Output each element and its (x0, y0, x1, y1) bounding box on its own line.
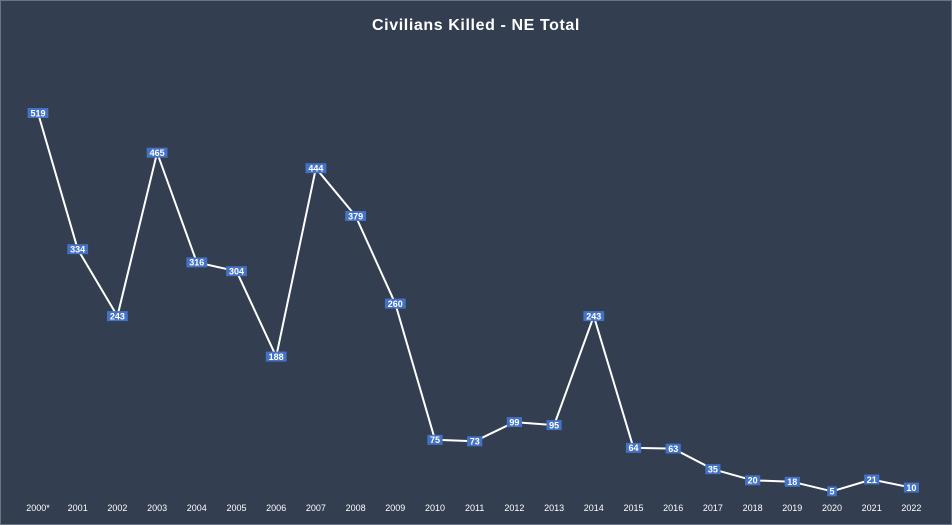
data-label: 379 (345, 211, 366, 221)
data-label-box (546, 420, 562, 431)
data-label: 20 (745, 475, 761, 486)
data-label-value: 64 (628, 443, 638, 453)
x-tick-label: 2021 (862, 503, 882, 513)
data-label-box (107, 311, 128, 322)
data-label-value: 379 (348, 211, 363, 221)
data-label: 21 (864, 474, 880, 485)
data-label: 243 (583, 311, 605, 322)
data-label-value: 35 (708, 465, 718, 475)
data-label-box (583, 311, 605, 322)
data-label-value: 95 (549, 420, 559, 430)
x-tick-label: 2008 (346, 503, 366, 513)
data-label-box (345, 211, 366, 221)
data-label-box (864, 474, 880, 485)
x-tick-label: 2015 (623, 503, 643, 513)
data-label: 63 (665, 443, 681, 454)
data-label: 75 (427, 434, 443, 445)
x-tick-label: 2018 (743, 503, 763, 513)
x-tick-label: 2016 (663, 503, 683, 513)
data-label-value: 243 (586, 311, 601, 321)
x-tick-label: 2017 (703, 503, 723, 513)
data-label: 10 (903, 482, 919, 493)
data-label-box (665, 443, 681, 454)
data-label-value: 444 (308, 164, 323, 174)
data-label: 304 (226, 266, 247, 277)
x-tick-label: 2007 (306, 503, 326, 513)
data-label: 243 (107, 311, 128, 321)
data-label: 260 (384, 298, 406, 309)
data-label-box (305, 163, 327, 174)
data-label-box (705, 464, 721, 475)
data-label-box (226, 266, 247, 277)
data-label-value: 260 (388, 299, 403, 309)
data-label-box (427, 434, 443, 445)
data-label-value: 334 (70, 245, 85, 255)
x-tick-label: 2009 (385, 503, 405, 513)
data-label-value: 63 (668, 444, 678, 454)
data-label-value: 73 (470, 437, 480, 447)
data-label-value: 75 (430, 435, 440, 445)
data-label-value: 18 (787, 477, 797, 487)
data-label: 64 (625, 442, 642, 453)
data-label-value: 5 (829, 487, 834, 497)
data-label-value: 243 (110, 311, 125, 321)
data-label: 5 (827, 486, 837, 497)
data-label-box (827, 486, 837, 497)
x-tick-label: 2000* (26, 503, 50, 513)
data-label: 73 (467, 436, 483, 447)
x-tick-label: 2002 (107, 503, 127, 513)
data-label-value: 519 (30, 108, 45, 118)
x-tick-label: 2004 (187, 503, 207, 513)
data-label: 99 (506, 417, 522, 428)
x-tick-label: 2003 (147, 503, 167, 513)
data-label-value: 316 (189, 258, 204, 268)
chart-title: Civilians Killed - NE Total (372, 17, 580, 34)
data-label-value: 188 (269, 352, 284, 362)
data-label-box (625, 442, 642, 453)
x-tick-label: 2013 (544, 503, 564, 513)
x-tick-label: 2005 (226, 503, 246, 513)
data-label: 18 (784, 476, 800, 487)
data-label: 188 (265, 351, 287, 362)
data-label-box (784, 476, 800, 487)
x-tick-label: 2020 (822, 503, 842, 513)
data-label-box (384, 298, 406, 309)
series-line (37, 112, 912, 493)
data-label-box (265, 351, 287, 362)
data-label-box (146, 147, 168, 158)
data-label: 444 (305, 163, 327, 174)
data-label: 316 (186, 257, 208, 268)
data-label-box (186, 257, 208, 268)
data-label-box (745, 475, 761, 486)
data-label-value: 304 (229, 267, 244, 277)
x-tick-label: 2022 (901, 503, 921, 513)
data-label-box (903, 482, 919, 493)
x-tick-label: 2014 (584, 503, 604, 513)
data-label-box (467, 436, 483, 447)
data-label: 95 (546, 420, 562, 431)
x-tick-label: 2019 (782, 503, 802, 513)
data-label: 334 (67, 244, 89, 255)
data-label-value: 10 (906, 483, 916, 493)
data-label-value: 20 (748, 476, 758, 486)
data-label-value: 21 (867, 475, 877, 485)
x-tick-label: 2001 (68, 503, 88, 513)
data-label: 465 (146, 147, 168, 158)
x-tick-label: 2010 (425, 503, 445, 513)
data-label: 35 (705, 464, 721, 475)
data-label-value: 99 (509, 417, 519, 427)
data-label-value: 465 (150, 148, 165, 158)
data-label-box (67, 244, 89, 255)
data-label-box (27, 108, 49, 118)
data-label-box (506, 417, 522, 428)
x-tick-label: 2006 (266, 503, 286, 513)
x-tick-label: 2012 (504, 503, 524, 513)
data-label: 519 (27, 108, 49, 118)
x-tick-label: 2011 (465, 503, 484, 513)
